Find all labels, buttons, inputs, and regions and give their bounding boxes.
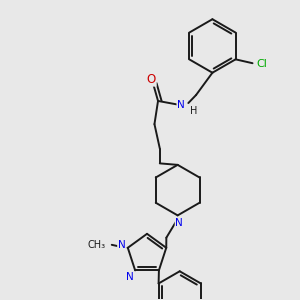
Text: H: H bbox=[190, 106, 197, 116]
Text: N: N bbox=[175, 218, 183, 228]
Text: CH₃: CH₃ bbox=[88, 240, 106, 250]
Text: N: N bbox=[126, 272, 134, 282]
Text: N: N bbox=[118, 240, 125, 250]
Text: O: O bbox=[147, 73, 156, 86]
Text: N: N bbox=[177, 100, 185, 110]
Text: Cl: Cl bbox=[256, 59, 267, 69]
